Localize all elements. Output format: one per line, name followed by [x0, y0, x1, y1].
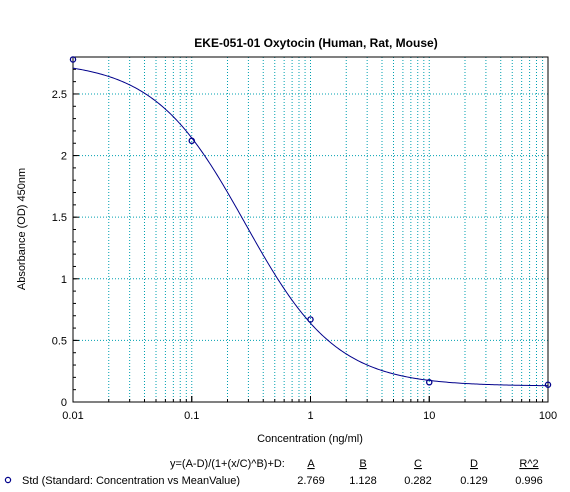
y-tick-labels: 0 0.5 1 1.5 2 2.5: [52, 89, 67, 409]
data-points: [69, 56, 552, 388]
y-tick-label: 1: [61, 274, 67, 286]
fit-param-header: C: [414, 458, 422, 470]
x-tick-label: 10: [423, 410, 435, 422]
legend-series-name: Std (Standard: Concentration vs MeanValu…: [22, 475, 240, 487]
legend-marker: [4, 476, 12, 484]
y-tick-label: 1.5: [52, 212, 67, 224]
fit-param-values: 2.769 1.128 0.282 0.129 0.996: [297, 475, 543, 487]
x-tick-label: 0.01: [62, 410, 83, 422]
fit-param-header: D: [470, 458, 478, 470]
fit-param-headers: A B C D R^2: [307, 458, 538, 470]
data-point: [544, 381, 552, 388]
data-point: [425, 379, 433, 386]
x-tick-label: 100: [539, 410, 557, 422]
data-point: [307, 316, 314, 323]
x-tick-labels: 0.01 0.1 1 10 100: [62, 410, 557, 422]
grid-lines: [73, 57, 548, 402]
data-point: [69, 56, 77, 63]
x-tick-label: 0.1: [184, 410, 199, 422]
y-tick-label: 0: [61, 397, 67, 409]
x-axis-label: Concentration (ng/ml): [257, 433, 363, 445]
fit-param-value: 0.129: [460, 475, 488, 487]
fit-param-value: 0.996: [515, 475, 543, 487]
fit-param-value: 0.282: [404, 475, 432, 487]
data-point: [188, 137, 195, 145]
y-tick-label: 0.5: [52, 335, 67, 347]
fit-param-header: A: [307, 458, 315, 470]
y-tick-label: 2: [61, 151, 67, 163]
axis-ticks: [72, 56, 549, 403]
fit-curve: [72, 67, 549, 387]
fit-param-header: B: [359, 458, 366, 470]
fit-param-header: R^2: [519, 458, 538, 470]
x-tick-label: 1: [307, 410, 313, 422]
chart-title: EKE-051-01 Oxytocin (Human, Rat, Mouse): [194, 36, 437, 50]
fit-equation: y=(A-D)/(1+(x/C)^B)+D:: [170, 458, 285, 470]
fit-param-value: 2.769: [297, 475, 325, 487]
y-tick-label: 2.5: [52, 89, 67, 101]
fit-param-value: 1.128: [349, 475, 377, 487]
y-axis-label: Absorbance (OD) 450nm: [16, 168, 28, 290]
